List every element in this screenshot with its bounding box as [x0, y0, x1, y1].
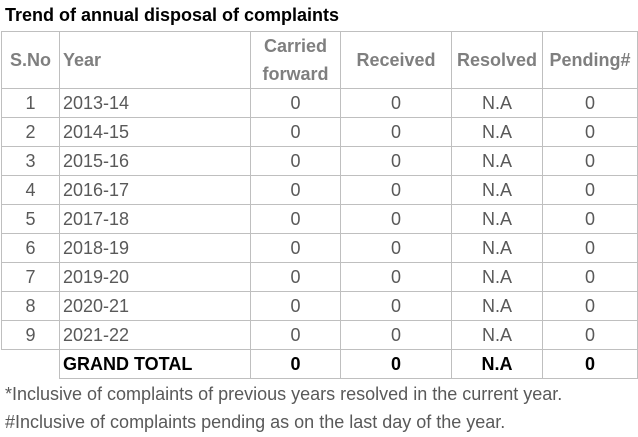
cell-resolved: N.A [451, 146, 543, 176]
cell-carried-forward: 0 [250, 204, 341, 234]
cell-carried-forward: 0 [250, 146, 341, 176]
table-row: 4 2016-17 0 0 N.A 0 [1, 175, 638, 205]
page-title: Trend of annual disposal of complaints [5, 5, 340, 25]
cell-resolved: N.A [451, 175, 543, 205]
cell-received: 0 [340, 88, 452, 118]
total-blank-cell [1, 349, 60, 379]
cell-received: 0 [340, 291, 452, 321]
cell-resolved: N.A [451, 204, 543, 234]
header-pending: Pending# [542, 31, 638, 89]
header-year: Year [59, 31, 251, 89]
complaints-table: S.No Year Carried forward Received Resol… [1, 31, 638, 379]
total-resolved: N.A [451, 349, 543, 379]
cell-sno: 4 [1, 175, 60, 205]
cell-resolved: N.A [451, 291, 543, 321]
cell-year: 2013-14 [59, 88, 251, 118]
cell-pending: 0 [542, 146, 638, 176]
total-received: 0 [340, 349, 452, 379]
cell-pending: 0 [542, 320, 638, 350]
cell-carried-forward: 0 [250, 175, 341, 205]
cell-pending: 0 [542, 175, 638, 205]
cell-received: 0 [340, 233, 452, 263]
cell-pending: 0 [542, 233, 638, 263]
total-carried-forward: 0 [250, 349, 341, 379]
total-label: GRAND TOTAL [59, 349, 251, 379]
header-resolved: Resolved [451, 31, 543, 89]
cell-year: 2019-20 [59, 262, 251, 292]
footnote-pending: #Inclusive of complaints pending as on t… [5, 412, 506, 432]
cell-pending: 0 [542, 117, 638, 147]
header-received: Received [340, 31, 452, 89]
cell-received: 0 [340, 175, 452, 205]
cell-resolved: N.A [451, 88, 543, 118]
cell-resolved: N.A [451, 262, 543, 292]
cell-resolved: N.A [451, 320, 543, 350]
cell-received: 0 [340, 117, 452, 147]
cell-sno: 1 [1, 88, 60, 118]
cell-pending: 0 [542, 204, 638, 234]
cell-sno: 6 [1, 233, 60, 263]
total-pending: 0 [542, 349, 638, 379]
header-carried-forward: Carried forward [250, 31, 341, 89]
cell-sno: 7 [1, 262, 60, 292]
cell-received: 0 [340, 204, 452, 234]
cell-received: 0 [340, 262, 452, 292]
cell-year: 2017-18 [59, 204, 251, 234]
cell-year: 2018-19 [59, 233, 251, 263]
cell-year: 2021-22 [59, 320, 251, 350]
cell-sno: 8 [1, 291, 60, 321]
grand-total-row: GRAND TOTAL 0 0 N.A 0 [1, 349, 638, 379]
cell-sno: 2 [1, 117, 60, 147]
cell-received: 0 [340, 320, 452, 350]
cell-year: 2020-21 [59, 291, 251, 321]
cell-sno: 3 [1, 146, 60, 176]
table-row: 9 2021-22 0 0 N.A 0 [1, 320, 638, 350]
cell-received: 0 [340, 146, 452, 176]
cell-carried-forward: 0 [250, 320, 341, 350]
cell-carried-forward: 0 [250, 233, 341, 263]
cell-carried-forward: 0 [250, 117, 341, 147]
cell-sno: 5 [1, 204, 60, 234]
cell-pending: 0 [542, 291, 638, 321]
table-body: 1 2013-14 0 0 N.A 0 2 2014-15 0 0 N.A 0 3 2015-16 0 0 N.… [1, 88, 638, 379]
cell-year: 2015-16 [59, 146, 251, 176]
cell-year: 2014-15 [59, 117, 251, 147]
cell-pending: 0 [542, 262, 638, 292]
table-row: 7 2019-20 0 0 N.A 0 [1, 262, 638, 292]
cell-resolved: N.A [451, 117, 543, 147]
table-row: 3 2015-16 0 0 N.A 0 [1, 146, 638, 176]
table-row: 6 2018-19 0 0 N.A 0 [1, 233, 638, 263]
header-sno: S.No [1, 31, 60, 89]
table-row: 8 2020-21 0 0 N.A 0 [1, 291, 638, 321]
cell-resolved: N.A [451, 233, 543, 263]
table-row: 1 2013-14 0 0 N.A 0 [1, 88, 638, 118]
cell-year: 2016-17 [59, 175, 251, 205]
table-header-row: S.No Year Carried forward Received Resol… [1, 31, 638, 89]
footnote-resolved: *Inclusive of complaints of previous yea… [5, 384, 563, 404]
cell-carried-forward: 0 [250, 88, 341, 118]
cell-sno: 9 [1, 320, 60, 350]
cell-carried-forward: 0 [250, 262, 341, 292]
cell-pending: 0 [542, 88, 638, 118]
table-row: 5 2017-18 0 0 N.A 0 [1, 204, 638, 234]
table-row: 2 2014-15 0 0 N.A 0 [1, 117, 638, 147]
cell-carried-forward: 0 [250, 291, 341, 321]
